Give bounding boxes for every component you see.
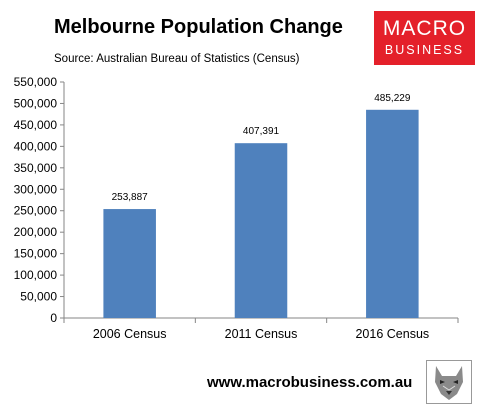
y-tick-label: 100,000 xyxy=(14,268,58,282)
y-tick-label: 500,000 xyxy=(14,96,58,110)
chart-subtitle: Source: Australian Bureau of Statistics … xyxy=(54,53,300,65)
y-tick-label: 550,000 xyxy=(14,75,58,89)
footer-url: www.macrobusiness.com.au xyxy=(207,374,413,391)
y-tick-label: 450,000 xyxy=(14,118,58,132)
y-tick-label: 50,000 xyxy=(20,290,57,304)
x-tick-label: 2016 Census xyxy=(355,327,429,341)
macrobusiness-logo: MACRO BUSINESS xyxy=(374,11,475,65)
bar xyxy=(103,209,156,318)
wolf-icon xyxy=(426,360,472,404)
logo-line-1: MACRO xyxy=(382,17,467,40)
chart-title: Melbourne Population Change xyxy=(54,16,343,38)
y-tick-label: 400,000 xyxy=(14,139,58,153)
y-tick-label: 200,000 xyxy=(14,225,58,239)
y-tick-label: 250,000 xyxy=(14,204,58,218)
data-label: 407,391 xyxy=(243,126,280,137)
data-label: 253,887 xyxy=(112,192,149,203)
bar xyxy=(366,109,419,318)
logo-line-2: BUSINESS xyxy=(384,43,465,57)
x-tick-label: 2006 Census xyxy=(93,327,167,341)
y-tick-label: 300,000 xyxy=(14,182,58,196)
y-tick-label: 350,000 xyxy=(14,161,58,175)
data-label: 485,229 xyxy=(374,93,411,104)
bar xyxy=(234,143,288,318)
y-tick-label: 150,000 xyxy=(14,247,58,261)
y-tick-label: 0 xyxy=(50,311,57,325)
x-tick-label: 2011 Census xyxy=(225,327,298,341)
